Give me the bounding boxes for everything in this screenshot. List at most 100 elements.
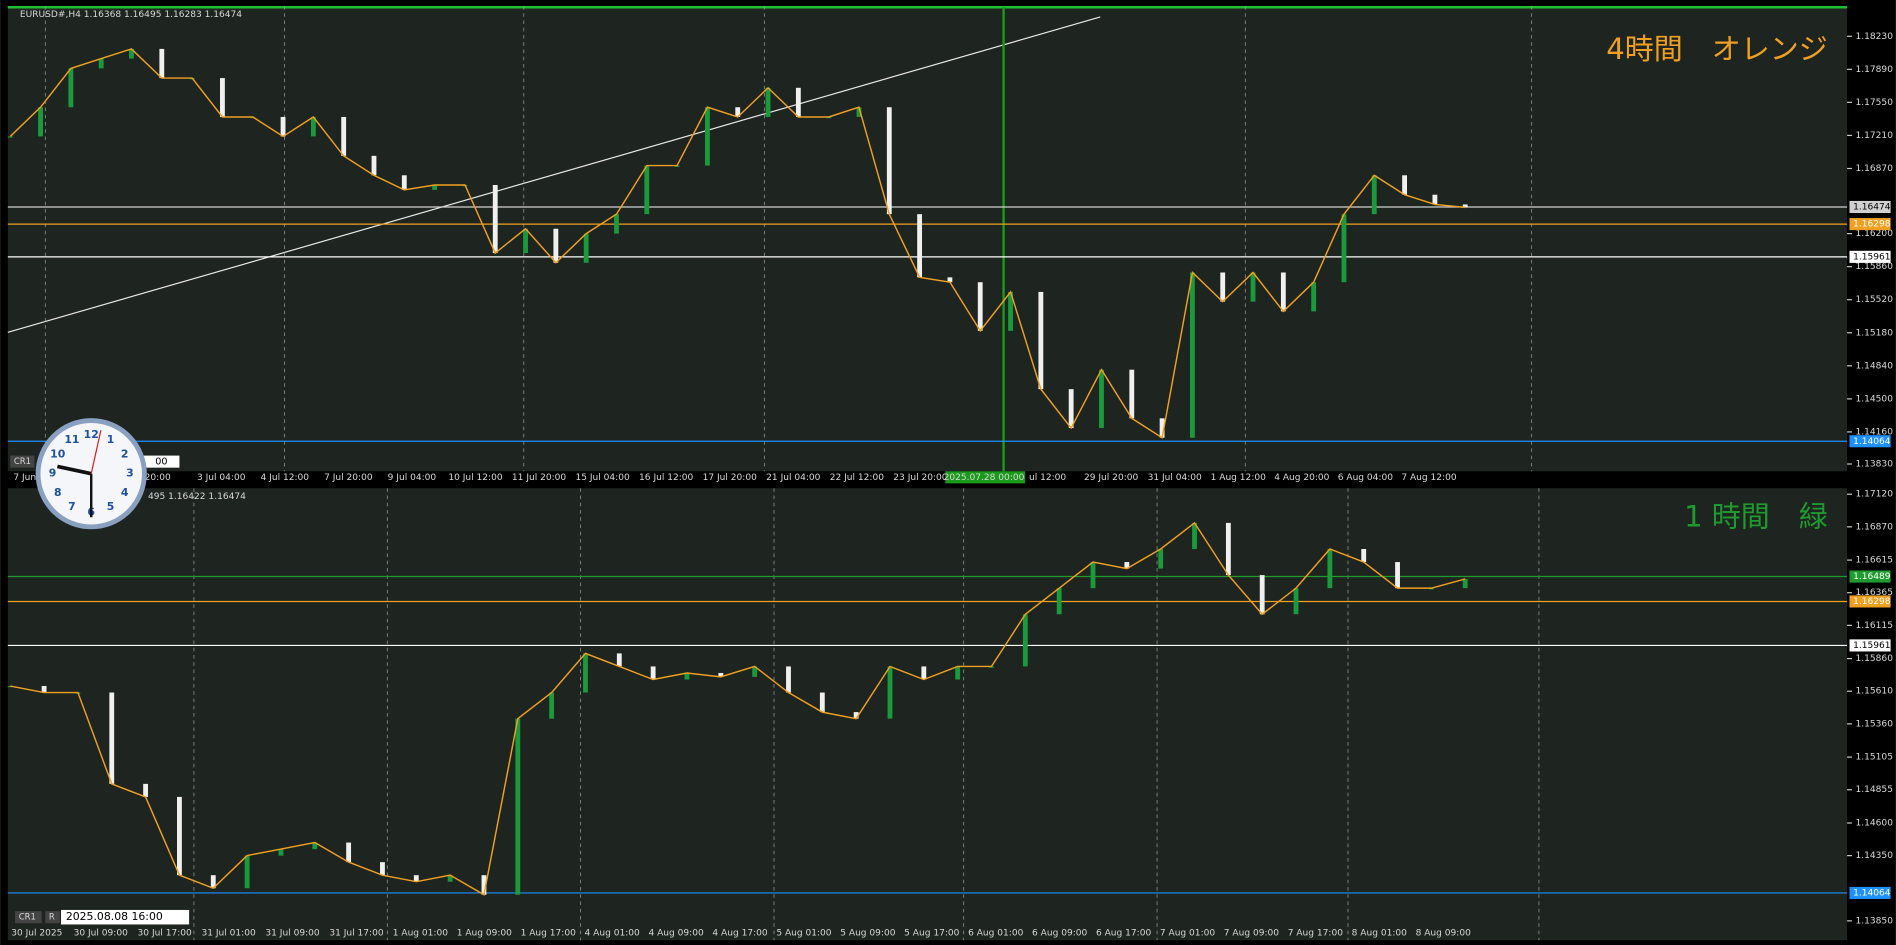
candle: [917, 214, 923, 278]
y-tick-label: 1.15105: [1856, 753, 1893, 763]
candle: [1311, 282, 1317, 312]
time-label: 6 Aug 09:00: [1032, 928, 1087, 938]
clock-number: 3: [126, 467, 134, 480]
time-label: 11 Jul 20:00: [512, 473, 566, 483]
time-label: 8 Aug 09:00: [1416, 928, 1471, 938]
time-label: 4 Aug 20:00: [1274, 473, 1329, 483]
level-label: 1.15961: [1853, 252, 1890, 262]
clock-number: 10: [50, 447, 66, 460]
candle: [1395, 562, 1400, 589]
time-label: 7 Aug 17:00: [1288, 928, 1343, 938]
candle: [220, 78, 225, 117]
price-line: [10, 521, 1466, 896]
badge: R: [49, 912, 55, 922]
candle: [68, 68, 74, 108]
clock-hand: [56, 464, 92, 476]
candle: [616, 653, 622, 667]
level-label: 1.16474: [1853, 202, 1891, 212]
candle: [644, 165, 650, 215]
time-label: 15 Jul 04:00: [575, 473, 629, 483]
candle: [853, 712, 859, 719]
candle: [1361, 549, 1367, 563]
level-badge: [1849, 218, 1891, 231]
y-tick-label: 1.16115: [1856, 621, 1893, 631]
y-tick-label: 1.15360: [1856, 719, 1894, 729]
y-tick-label: 1.14600: [1856, 819, 1894, 829]
badge: CR1: [19, 912, 36, 922]
candle: [143, 783, 149, 797]
time-label: 30 Jul 17:00: [138, 928, 192, 938]
y-tick-label: 1.17890: [1856, 65, 1894, 75]
candle: [549, 692, 555, 719]
candle: [7, 136, 13, 138]
time-label: 23 Jul 20:00: [893, 473, 947, 483]
candle: [1192, 522, 1197, 550]
candle: [718, 672, 724, 677]
candle: [1008, 291, 1013, 331]
badge-box: [61, 909, 190, 925]
time-label: 1 Aug 09:00: [457, 928, 512, 938]
candle: [129, 48, 134, 59]
time-label: 29 Jul 20:00: [1084, 473, 1138, 483]
candle: [98, 58, 104, 69]
candle: [735, 107, 741, 117]
time-label: 5 Aug 01:00: [776, 928, 831, 938]
y-tick-label: 1.15860: [1856, 262, 1894, 272]
time-label: 9 Jul 04:00: [388, 473, 437, 483]
time-label: 4 Aug 17:00: [712, 928, 767, 938]
candle: [310, 116, 316, 137]
y-tick-label: 1.16200: [1856, 229, 1894, 239]
clock-number: 8: [54, 486, 62, 499]
time-label: 7 Aug 12:00: [1401, 473, 1456, 483]
candle: [819, 692, 825, 713]
candle: [1293, 588, 1299, 615]
time-label: 6 Aug 01:00: [968, 928, 1023, 938]
candle: [515, 718, 521, 895]
time-label: 4 Aug 01:00: [585, 928, 640, 938]
y-tick-label: 1.16870: [1856, 522, 1894, 532]
candle: [1056, 588, 1062, 615]
time-label: 22 Jul 12:00: [830, 473, 884, 483]
clock-number: 12: [84, 428, 99, 441]
time-label: 6 Aug 17:00: [1096, 928, 1151, 938]
candle: [346, 842, 352, 863]
panel-title: 1 時間 緑: [1684, 499, 1828, 533]
candle: [280, 116, 286, 137]
clock-number: 11: [64, 433, 79, 446]
candle: [481, 875, 487, 895]
y-tick-label: 1.14500: [1856, 394, 1894, 404]
candle: [752, 666, 758, 677]
time-label: 31 Jul 04:00: [1148, 473, 1202, 483]
badge-box: [45, 911, 60, 924]
level-badge: [1849, 200, 1891, 214]
panel-title: 4時間 オレンジ: [1606, 32, 1827, 66]
level-label: 1.16298: [1853, 220, 1891, 230]
candle: [1462, 204, 1468, 208]
candle: [583, 233, 589, 263]
candle: [856, 107, 862, 117]
candle: [977, 282, 983, 331]
candle: [650, 666, 656, 680]
clock-number: 5: [107, 500, 115, 513]
badge: 00: [155, 457, 167, 468]
time-label: 7 Jun: [13, 473, 36, 483]
candle: [1099, 369, 1104, 429]
candle: [380, 862, 385, 876]
clock-number: 7: [68, 500, 76, 513]
y-tick-label: 1.14840: [1856, 361, 1894, 371]
clock-hand: [90, 430, 102, 474]
candle: [614, 214, 619, 234]
candle: [1158, 549, 1164, 569]
candle: [684, 672, 690, 680]
y-tick-label: 1.16365: [1856, 588, 1893, 598]
candle: [1280, 272, 1286, 312]
time-label: 8 Aug 01:00: [1352, 928, 1407, 938]
time-label: 4 Aug 09:00: [648, 928, 703, 938]
badge: CR1: [14, 456, 31, 466]
candle: [1090, 562, 1096, 589]
price-line: [9, 48, 1466, 439]
level-badge: [1849, 435, 1891, 448]
candle: [38, 107, 43, 137]
candle: [1159, 418, 1165, 438]
